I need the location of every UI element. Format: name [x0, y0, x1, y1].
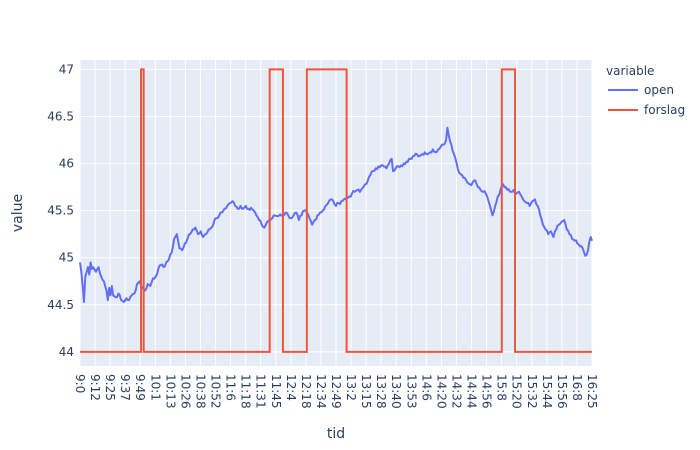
x-tick-label: 11:18	[239, 374, 253, 409]
x-tick-label: 9:12	[88, 374, 102, 401]
legend: variable open forslag	[606, 64, 685, 117]
x-tick-label: 16:25	[585, 374, 599, 409]
x-tick-label: 14:32	[449, 374, 463, 409]
x-tick-label: 10:1	[148, 374, 162, 401]
x-tick-label: 13:2	[344, 374, 358, 401]
series-lines	[79, 68, 593, 353]
x-tick-label: 13:40	[389, 374, 403, 409]
x-tick-labels: 9:0 9:12 9:25 9:37 9:49 10:1 10:13 10:26 10:38 10…	[73, 374, 599, 409]
x-tick-label: 9:25	[103, 374, 117, 401]
legend-title: variable	[606, 64, 654, 78]
x-tick-label: 9:49	[133, 374, 147, 401]
x-tick-label: 15:20	[510, 374, 524, 409]
x-tick-label: 16:8	[570, 374, 584, 401]
x-tick-label: 9:37	[118, 374, 132, 401]
x-tick-label: 14:44	[465, 374, 479, 409]
x-tick-label: 10:52	[209, 374, 223, 409]
legend-label-open: open	[644, 83, 674, 97]
legend-label-forslag: forslag	[644, 103, 685, 117]
y-tick-label: 44.5	[47, 298, 74, 312]
x-tick-label: 12:34	[314, 374, 328, 409]
x-tick-label: 15:44	[540, 374, 554, 409]
legend-item-forslag[interactable]: forslag	[608, 103, 685, 117]
x-tick-label: 13:53	[404, 374, 418, 409]
x-tick-label: 11:45	[269, 374, 283, 409]
x-tick-label: 14:6	[419, 374, 433, 401]
y-tick-label: 46	[59, 157, 74, 171]
x-tick-label: 13:15	[359, 374, 373, 409]
x-tick-label: 14:20	[434, 374, 448, 409]
x-tick-label: 11:31	[254, 374, 268, 409]
x-tick-label: 12:4	[284, 374, 298, 401]
y-tick-label: 46.5	[47, 109, 74, 123]
x-axis-title: tid	[327, 426, 345, 442]
x-tick-label: 9:0	[73, 374, 87, 393]
y-tick-label: 44	[59, 345, 74, 359]
x-tick-label: 13:28	[374, 374, 388, 409]
y-tick-label: 47	[59, 62, 74, 76]
legend-item-open[interactable]: open	[608, 83, 674, 97]
x-tick-label: 15:56	[555, 374, 569, 409]
x-tick-label: 12:18	[299, 374, 313, 409]
y-tick-label: 45.5	[47, 204, 74, 218]
x-tick-label: 10:38	[193, 374, 207, 409]
series-line-open	[79, 126, 593, 303]
y-tick-labels: 44 44.5 45 45.5 46 46.5 47	[47, 62, 74, 358]
x-tick-label: 10:13	[163, 374, 177, 409]
x-tick-label: 15:32	[525, 374, 539, 409]
x-tick-label: 15:8	[495, 374, 509, 401]
x-tick-label: 10:26	[178, 374, 192, 409]
y-tick-label: 45	[59, 251, 74, 265]
y-axis-title: value	[10, 194, 26, 232]
x-tick-label: 11:6	[224, 374, 238, 401]
x-tick-label: 12:49	[329, 374, 343, 409]
series-line-forslag	[80, 68, 592, 353]
x-tick-label: 14:56	[480, 374, 494, 409]
